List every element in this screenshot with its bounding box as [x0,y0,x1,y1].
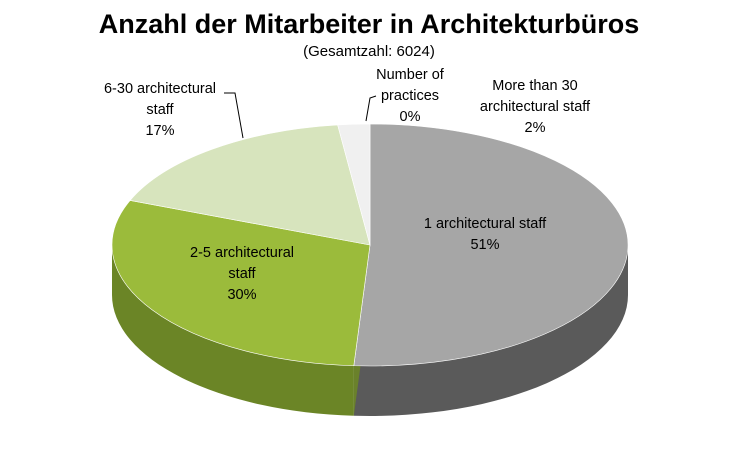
leader-line-2 [224,92,244,139]
slice-value-label: 0% [400,109,421,125]
pie-side-1 [112,245,354,416]
slice-label-2: 6-30 architectural staff 17% [104,81,216,139]
pie-side-0 [353,245,628,416]
slice-label-0: 1 architectural staff 51% [424,216,547,253]
pie-slices [111,123,629,367]
slice-value-label: 51% [470,237,499,253]
slice-name-label: staff [228,266,256,282]
slice-name-label: staff [146,102,174,118]
slice-name-label: 1 architectural staff [424,216,547,232]
slice-value-label: 2% [525,120,546,136]
pie-slice-0 [353,123,629,367]
slice-name-label: practices [381,88,439,104]
leader-line-4 [365,95,377,122]
slice-name-label: architectural staff [480,99,591,115]
slice-name-label: More than 30 [492,78,577,94]
pie-slice-2 [129,124,371,246]
slice-label-4: Number of practices 0% [376,67,445,125]
leader-lines [224,92,377,139]
pie-slice-1 [111,200,371,367]
slice-name-label: Number of [376,67,445,83]
slice-labels: 1 architectural staff 51% 2-5 architectura… [104,67,591,303]
chart-subtitle: (Gesamtzahl: 6024) [303,43,435,60]
slice-value-label: 30% [227,287,256,303]
slice-label-3: More than 30 architectural staff 2% [480,78,591,136]
slice-label-1: 2-5 architectural staff 30% [190,245,294,303]
chart-title: Anzahl der Mitarbeiter in Architekturbür… [99,9,640,39]
slice-value-label: 17% [145,123,174,139]
pie-slice-3 [337,123,371,246]
slice-name-label: 6-30 architectural [104,81,216,97]
slice-name-label: 2-5 architectural [190,245,294,261]
